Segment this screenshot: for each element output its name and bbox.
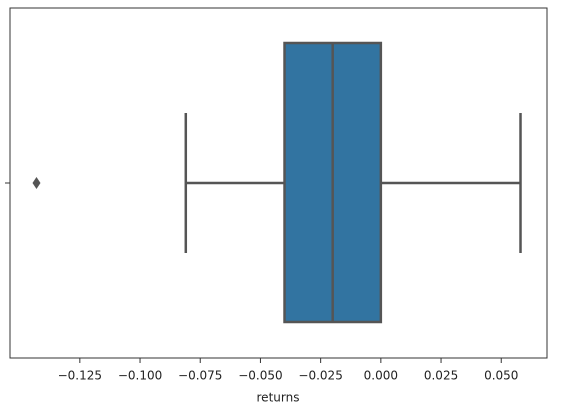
- x-tick-label: 0.050: [484, 369, 518, 383]
- x-tick-label: −0.025: [298, 369, 342, 383]
- x-tick-label: 0.025: [424, 369, 458, 383]
- x-tick-label: 0.000: [364, 369, 398, 383]
- x-tick-label: −0.125: [58, 369, 102, 383]
- x-axis-label: returns: [257, 391, 300, 405]
- x-tick-label: −0.100: [118, 369, 162, 383]
- outlier: [32, 177, 41, 189]
- x-tick-label: −0.075: [178, 369, 222, 383]
- x-tick-label: −0.050: [238, 369, 282, 383]
